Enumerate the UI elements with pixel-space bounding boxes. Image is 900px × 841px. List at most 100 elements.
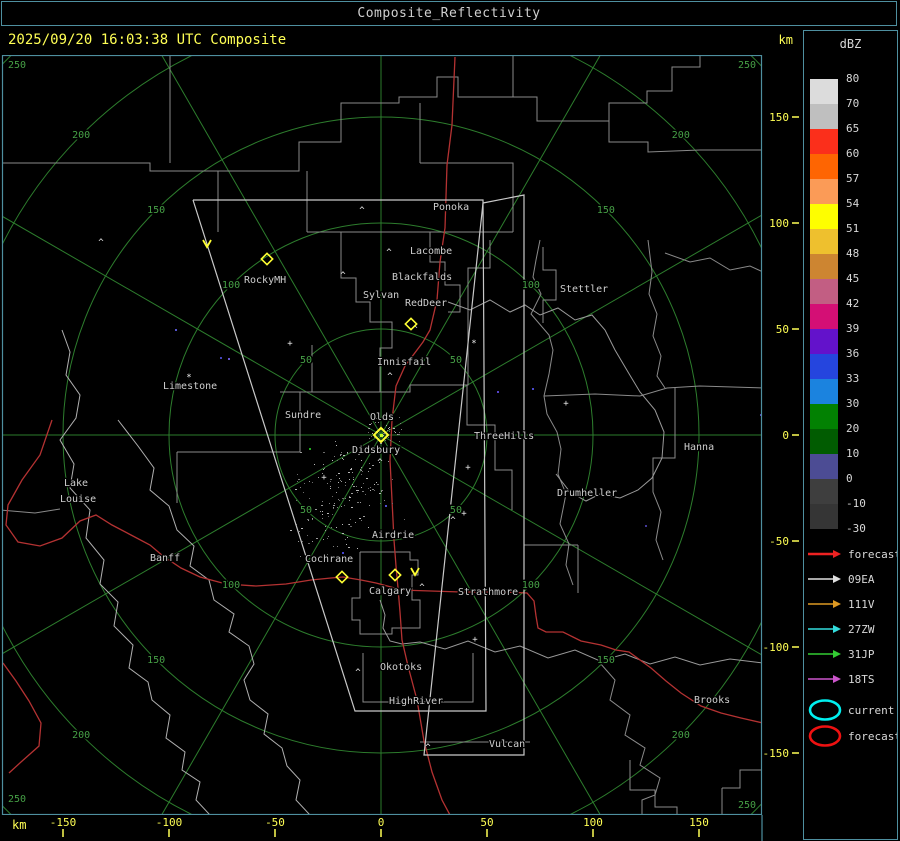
echo-speckle xyxy=(372,489,374,490)
airport-diamond-marker xyxy=(404,317,418,331)
echo-speckle xyxy=(322,514,323,515)
town-caret-marker: ^ xyxy=(386,248,392,258)
weak-echo-dot xyxy=(532,388,534,390)
echo-speckle xyxy=(363,483,364,484)
echo-speckle xyxy=(361,487,362,488)
echo-speckle xyxy=(383,433,384,434)
echo-speckle xyxy=(381,490,383,491)
city-label-ponoka: Ponoka xyxy=(433,202,469,213)
echo-speckle xyxy=(295,489,297,490)
town-caret-marker: ^ xyxy=(355,668,361,678)
echo-speckle xyxy=(374,449,375,450)
echo-speckle xyxy=(336,445,337,446)
airport-diamond-marker xyxy=(388,568,402,582)
city-label-threehills: ThreeHills xyxy=(474,431,534,442)
city-label-strathmore: Strathmore xyxy=(458,587,518,598)
colorbar-swatch xyxy=(810,254,838,279)
weak-echo-dot xyxy=(342,552,344,554)
county-boundary xyxy=(530,239,574,586)
city-label-airdrie: Airdrie xyxy=(372,530,414,541)
echo-speckle xyxy=(333,546,334,547)
x-axis-label: -150 xyxy=(50,816,77,829)
echo-speckle xyxy=(361,474,362,475)
echo-speckle xyxy=(321,505,323,506)
echo-speckle xyxy=(357,548,358,549)
echo-speckle xyxy=(365,494,366,495)
echo-speckle xyxy=(378,422,379,423)
echo-speckle xyxy=(342,524,343,525)
colorbar-label: 45 xyxy=(846,272,860,285)
echo-speckle xyxy=(332,496,333,497)
echo-speckle xyxy=(351,507,353,508)
ring-distance-label: 100 xyxy=(222,580,240,591)
weak-echo-dot xyxy=(220,357,222,359)
radar-site-marker[interactable] xyxy=(372,426,390,444)
colorbar-panel: dBZ 80 70 65 60 57 54 51 48 45 42 39 36 33 30 20 10 0 -10… xyxy=(803,30,898,840)
legend-label: 31JP xyxy=(848,648,875,661)
echo-speckle xyxy=(297,481,298,482)
echo-speckle xyxy=(298,479,300,480)
colorbar-swatch xyxy=(810,279,838,304)
echo-speckle xyxy=(349,500,350,501)
window-title: Composite_Reflectivity xyxy=(357,6,541,21)
echo-speckle xyxy=(322,501,323,502)
echo-speckle xyxy=(307,535,308,536)
echo-speckle xyxy=(303,492,304,493)
echo-speckle xyxy=(358,454,360,455)
echo-speckle xyxy=(369,438,370,439)
echo-speckle xyxy=(389,427,390,428)
yellow-chevron-marker xyxy=(410,567,420,577)
ring-distance-label: 200 xyxy=(672,730,690,741)
echo-speckle xyxy=(399,417,400,418)
timestamp-label: 2025/09/20 16:03:38 UTC Composite xyxy=(8,32,287,48)
radar-map[interactable]: 50 50 50 50 100 100 100 100 150 150 150 150 200 200 20… xyxy=(0,55,763,815)
colorbar-label: 20 xyxy=(846,422,860,435)
y-axis-label: 100 xyxy=(769,217,789,230)
echo-speckle xyxy=(372,465,374,466)
echo-speckle xyxy=(323,469,324,470)
echo-speckle xyxy=(393,428,395,429)
echo-speckle xyxy=(357,492,358,493)
echo-speckle xyxy=(369,463,370,464)
echo-speckle xyxy=(389,429,390,430)
echo-speckle xyxy=(379,462,380,463)
colorbar-swatch xyxy=(810,229,838,254)
echo-speckle xyxy=(338,482,339,483)
echo-speckle xyxy=(330,488,331,489)
city-label-blackfalds: Blackfalds xyxy=(392,272,452,283)
echo-speckle xyxy=(381,419,382,420)
echo-speckle xyxy=(347,537,348,538)
echo-speckle xyxy=(318,477,319,478)
echo-speckle xyxy=(372,433,373,434)
echo-speckle xyxy=(337,546,338,547)
county-boundary xyxy=(608,121,761,153)
city-label-highriver: HighRiver xyxy=(389,696,443,707)
ring-distance-label: 100 xyxy=(522,580,540,591)
echo-speckle xyxy=(374,484,375,485)
echo-speckle xyxy=(389,419,390,420)
azimuth-spoke xyxy=(380,434,601,814)
echo-speckle xyxy=(384,433,385,434)
echo-speckle xyxy=(325,530,326,531)
echo-speckle xyxy=(342,533,344,534)
echo-speckle xyxy=(392,503,393,504)
town-plus-marker: + xyxy=(461,509,467,519)
town-caret-marker: ^ xyxy=(450,516,456,526)
azimuth-spoke xyxy=(380,434,761,655)
echo-speckle xyxy=(349,524,350,525)
echo-speckle xyxy=(374,437,375,438)
azimuth-spoke xyxy=(161,434,382,814)
echo-speckle xyxy=(327,513,329,514)
x-axis-label: 0 xyxy=(378,816,385,829)
echo-speckle xyxy=(363,491,364,492)
echo-speckle xyxy=(355,522,356,523)
echo-speckle xyxy=(345,482,346,483)
town-caret-marker: ^ xyxy=(419,583,425,593)
echo-speckle xyxy=(395,432,396,433)
echo-speckle xyxy=(330,486,331,487)
colorbar-swatch xyxy=(810,404,838,429)
legend-arrowhead xyxy=(833,600,841,608)
colorbar-swatch xyxy=(810,104,838,129)
echo-speckle xyxy=(342,458,343,459)
echo-speckle xyxy=(297,474,298,475)
